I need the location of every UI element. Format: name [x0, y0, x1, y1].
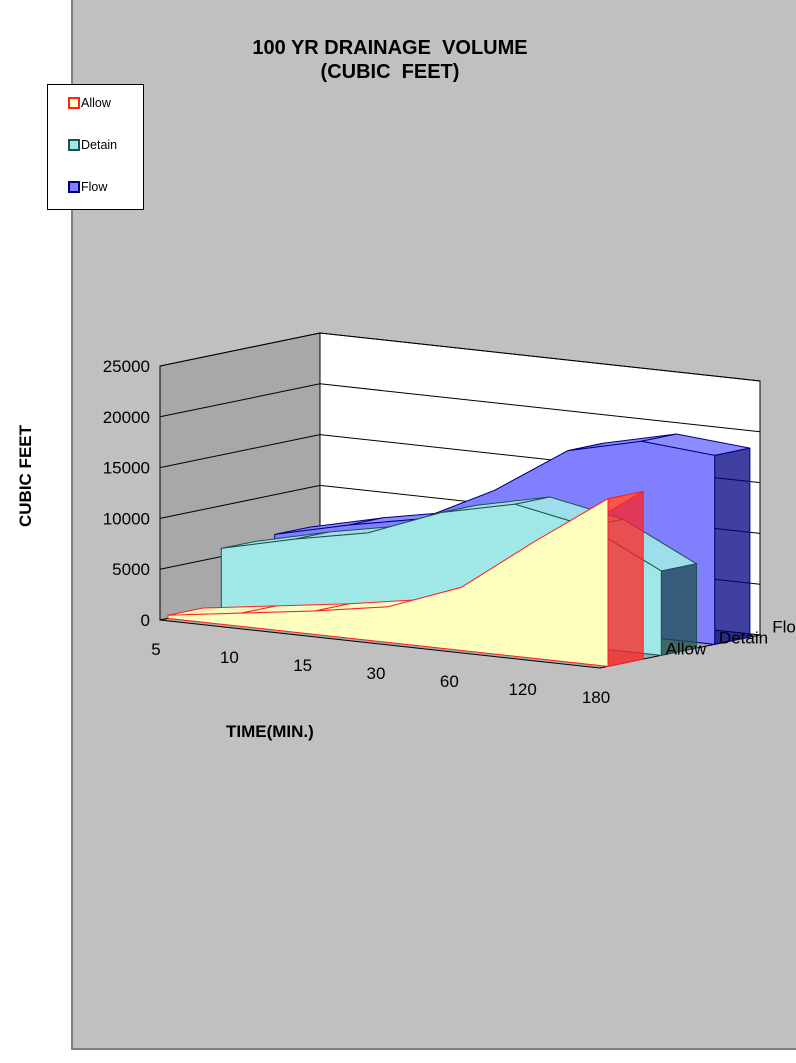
gridline-20000 [159, 383, 761, 433]
y-tick-label-20000: 20000 [103, 408, 150, 427]
y-tick-label-5000: 5000 [112, 560, 150, 579]
y-tick-label-25000: 25000 [103, 357, 150, 376]
x-tick-label-120: 120 [508, 680, 536, 699]
gridline-25000 [159, 332, 761, 382]
x-axis-label: TIME(MIN.) [226, 722, 314, 741]
z-tick-label-flow: Flow [772, 618, 796, 637]
legend: Allow Detain Flow [47, 84, 144, 210]
x-tick-label-30: 30 [367, 664, 386, 683]
y-tick-label-10000: 10000 [103, 509, 150, 528]
y-tick-label-0: 0 [141, 611, 150, 630]
area-front-allow [167, 497, 609, 667]
legend-label-detain: Detain [81, 138, 118, 152]
z-tick-label-detain: Detain [719, 629, 768, 648]
legend-item-allow: Allow [68, 96, 111, 110]
x-tick-label-180: 180 [582, 688, 610, 707]
legend-swatch-detain [68, 138, 80, 151]
x-tick-label-5: 5 [151, 640, 160, 659]
chart-title: 100 YR DRAINAGE VOLUME [252, 37, 528, 59]
z-tick-label-allow: Allow [666, 640, 707, 659]
legend-swatch-allow [68, 96, 80, 109]
legend-label-flow: Flow [81, 180, 108, 194]
x-tick-label-60: 60 [440, 672, 459, 691]
chart-title-block: 100 YR DRAINAGE VOLUME (CUBIC FEET) [150, 36, 630, 84]
y-tick-label-15000: 15000 [103, 459, 150, 478]
legend-label-allow: Allow [81, 96, 111, 110]
area-end-flow [714, 447, 751, 646]
chart-subtitle: (CUBIC FEET) [320, 61, 460, 83]
area-end-allow [607, 490, 644, 668]
legend-swatch-flow [68, 180, 80, 193]
legend-item-flow: Flow [68, 180, 107, 194]
x-tick-label-10: 10 [220, 648, 239, 667]
x-tick-label-15: 15 [293, 656, 312, 675]
legend-item-detain: Detain [68, 138, 117, 152]
